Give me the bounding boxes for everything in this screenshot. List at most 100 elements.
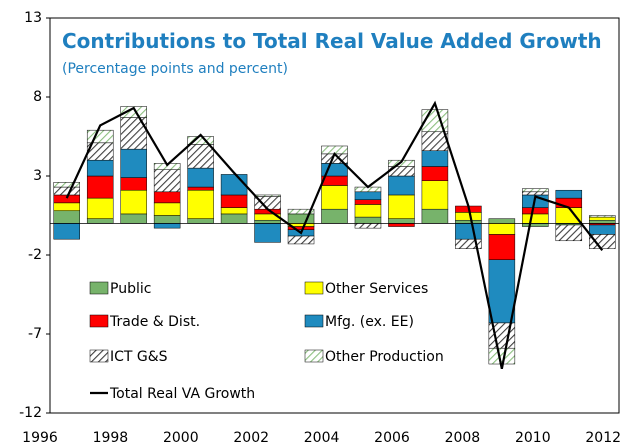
bar-segment — [522, 213, 549, 224]
bar-segment — [589, 216, 616, 221]
bar-segment — [421, 208, 449, 224]
legend-label: Mfg. (ex. EE) — [325, 314, 414, 330]
bar-segment — [455, 212, 482, 221]
legend-label: Other Services — [325, 281, 428, 297]
bar-segment — [220, 194, 248, 208]
bar-segment — [86, 218, 114, 224]
bar-segment — [522, 188, 549, 193]
bar-segment — [287, 213, 315, 224]
bar-segment — [53, 186, 80, 196]
bar-segment — [120, 148, 147, 178]
bar-segment — [220, 174, 248, 196]
bar-segment — [354, 216, 382, 224]
bar-segment — [254, 219, 281, 224]
bar-segment — [153, 215, 181, 224]
x-tick-label: 2012 — [585, 430, 621, 446]
bar-segment — [321, 208, 348, 224]
y-tick-label: -7 — [28, 326, 42, 342]
y-tick-label: 8 — [33, 89, 42, 105]
bar-segment — [287, 235, 315, 245]
bar-segment — [589, 224, 616, 235]
x-tick-label: 2006 — [374, 430, 410, 446]
x-tick-label: 1996 — [22, 430, 58, 446]
bar-segment — [187, 167, 214, 188]
legend-label: Public — [110, 281, 151, 297]
legend-label: Other Production — [325, 349, 444, 365]
bar-segment — [53, 210, 80, 224]
bar-segment — [153, 202, 181, 216]
bar-segment — [53, 182, 80, 188]
bar-segment — [421, 150, 449, 167]
bar-segment — [86, 159, 114, 177]
legend-swatch — [304, 314, 324, 328]
legend-label: Trade & Dist. — [109, 314, 200, 330]
bar-segment — [455, 219, 482, 224]
y-tick-label: 3 — [33, 168, 42, 184]
bar-segment — [354, 204, 382, 218]
bar-segment — [555, 189, 583, 199]
y-tick-label: -2 — [28, 247, 42, 263]
x-tick-label: 1998 — [93, 430, 129, 446]
bar-segment — [86, 175, 114, 199]
legend-swatch — [89, 281, 109, 295]
bar-segment — [555, 207, 583, 224]
y-tick-label: -12 — [19, 405, 42, 421]
bar-segment — [388, 223, 415, 227]
bar-segment — [153, 223, 181, 229]
bar-segment — [354, 223, 382, 229]
bar-segment — [287, 208, 315, 215]
bar-segment — [220, 207, 248, 215]
x-tick-label: 2008 — [445, 430, 481, 446]
bar-segment — [254, 194, 281, 197]
legend-label: ICT G&S — [110, 349, 168, 365]
bar-segment — [120, 106, 147, 118]
legend-swatch — [89, 349, 109, 363]
bar-segment — [187, 218, 214, 224]
bar-segment — [388, 218, 415, 224]
bar-segment — [488, 259, 516, 324]
bar-segment — [120, 177, 147, 191]
bar-segment — [388, 194, 415, 219]
x-tick-label: 2004 — [304, 430, 340, 446]
x-tick-label: 2002 — [233, 430, 269, 446]
bar-segment — [187, 144, 214, 169]
x-tick-label: 2000 — [163, 430, 199, 446]
bar-segment — [321, 185, 348, 210]
bar-segment — [488, 234, 516, 260]
legend-swatch — [89, 314, 109, 328]
x-tick-label: 2010 — [515, 430, 551, 446]
bar-segment — [589, 219, 616, 224]
bar-segment — [153, 191, 181, 204]
bar-segment — [153, 169, 181, 193]
bar-segment — [455, 223, 482, 240]
bar-segment — [488, 218, 516, 224]
bar-segment — [354, 191, 382, 200]
legend-swatch — [304, 349, 324, 363]
bar-segment — [488, 223, 516, 235]
bar-segment — [522, 223, 549, 227]
total-line — [65, 100, 604, 369]
legend-label: Total Real VA Growth — [109, 386, 255, 402]
bar-segment — [589, 215, 616, 218]
chart-title: Contributions to Total Real Value Added … — [62, 29, 602, 53]
bar-segment — [187, 186, 214, 191]
chart-subtitle: (Percentage points and percent) — [62, 61, 288, 77]
bar-segment — [120, 189, 147, 215]
bar-segment — [522, 191, 549, 196]
plot-frame — [49, 17, 620, 414]
bar-segment — [53, 223, 80, 240]
bar-segment — [455, 238, 482, 249]
bar-segment — [555, 197, 583, 208]
bar-segment — [421, 180, 449, 210]
bar-segment — [421, 166, 449, 181]
bar-segment — [354, 199, 382, 205]
bar-segment — [220, 213, 248, 224]
bar-segment — [555, 224, 583, 242]
bar-segment — [388, 175, 415, 196]
bar-segment — [522, 207, 549, 215]
bar-segment — [589, 234, 616, 249]
bar-segment — [120, 213, 147, 224]
bar-segment — [187, 189, 214, 219]
y-tick-label: 13 — [24, 10, 42, 26]
